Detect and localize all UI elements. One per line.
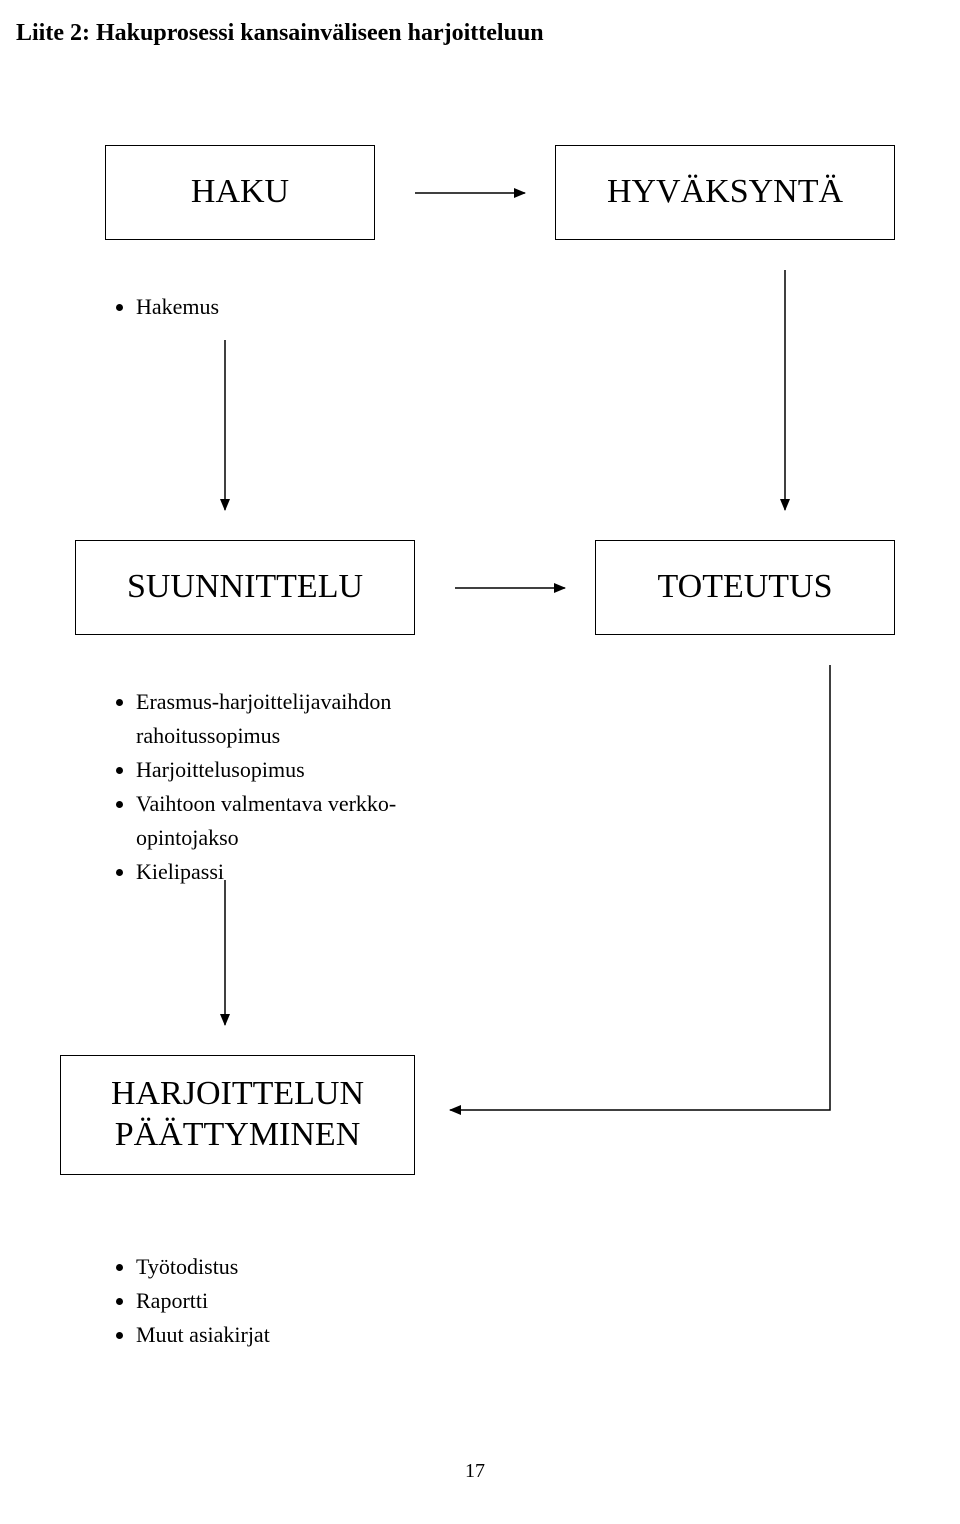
node-hyvaksynta-label: HYVÄKSYNTÄ xyxy=(607,172,843,213)
node-toteutus-label: TOTEUTUS xyxy=(657,567,832,608)
page-number: 17 xyxy=(465,1460,485,1483)
list-item: Erasmus-harjoittelijavaihdon rahoitussop… xyxy=(136,685,440,753)
list-item: Muut asiakirjat xyxy=(136,1318,440,1352)
list-item: Hakemus xyxy=(136,290,420,324)
node-hyvaksynta: HYVÄKSYNTÄ xyxy=(555,145,895,240)
node-suunnittelu-label: SUUNNITTELU xyxy=(127,567,363,608)
bullet-list-paattyminen: Työtodistus Raportti Muut asiakirjat xyxy=(100,1250,440,1352)
bullet-list-suunnittelu: Erasmus-harjoittelijavaihdon rahoitussop… xyxy=(100,685,440,890)
node-paattyminen: HARJOITTELUN PÄÄTTYMINEN xyxy=(60,1055,415,1175)
node-toteutus: TOTEUTUS xyxy=(595,540,895,635)
list-item: Raportti xyxy=(136,1284,440,1318)
node-haku-label: HAKU xyxy=(191,172,289,213)
page-title: Liite 2: Hakuprosessi kansainväliseen ha… xyxy=(16,20,544,47)
list-item: Kielipassi xyxy=(136,855,440,889)
node-paattyminen-label2: PÄÄTTYMINEN xyxy=(115,1115,361,1156)
list-item: Työtodistus xyxy=(136,1250,440,1284)
node-haku: HAKU xyxy=(105,145,375,240)
node-paattyminen-label1: HARJOITTELUN xyxy=(111,1074,364,1115)
bullet-list-hakemus: Hakemus xyxy=(100,290,420,324)
list-item: Harjoittelusopimus xyxy=(136,753,440,787)
list-item: Vaihtoon valmentava verkko-opintojakso xyxy=(136,787,440,855)
node-suunnittelu: SUUNNITTELU xyxy=(75,540,415,635)
arrow-toteutus-paattyminen xyxy=(450,665,830,1110)
